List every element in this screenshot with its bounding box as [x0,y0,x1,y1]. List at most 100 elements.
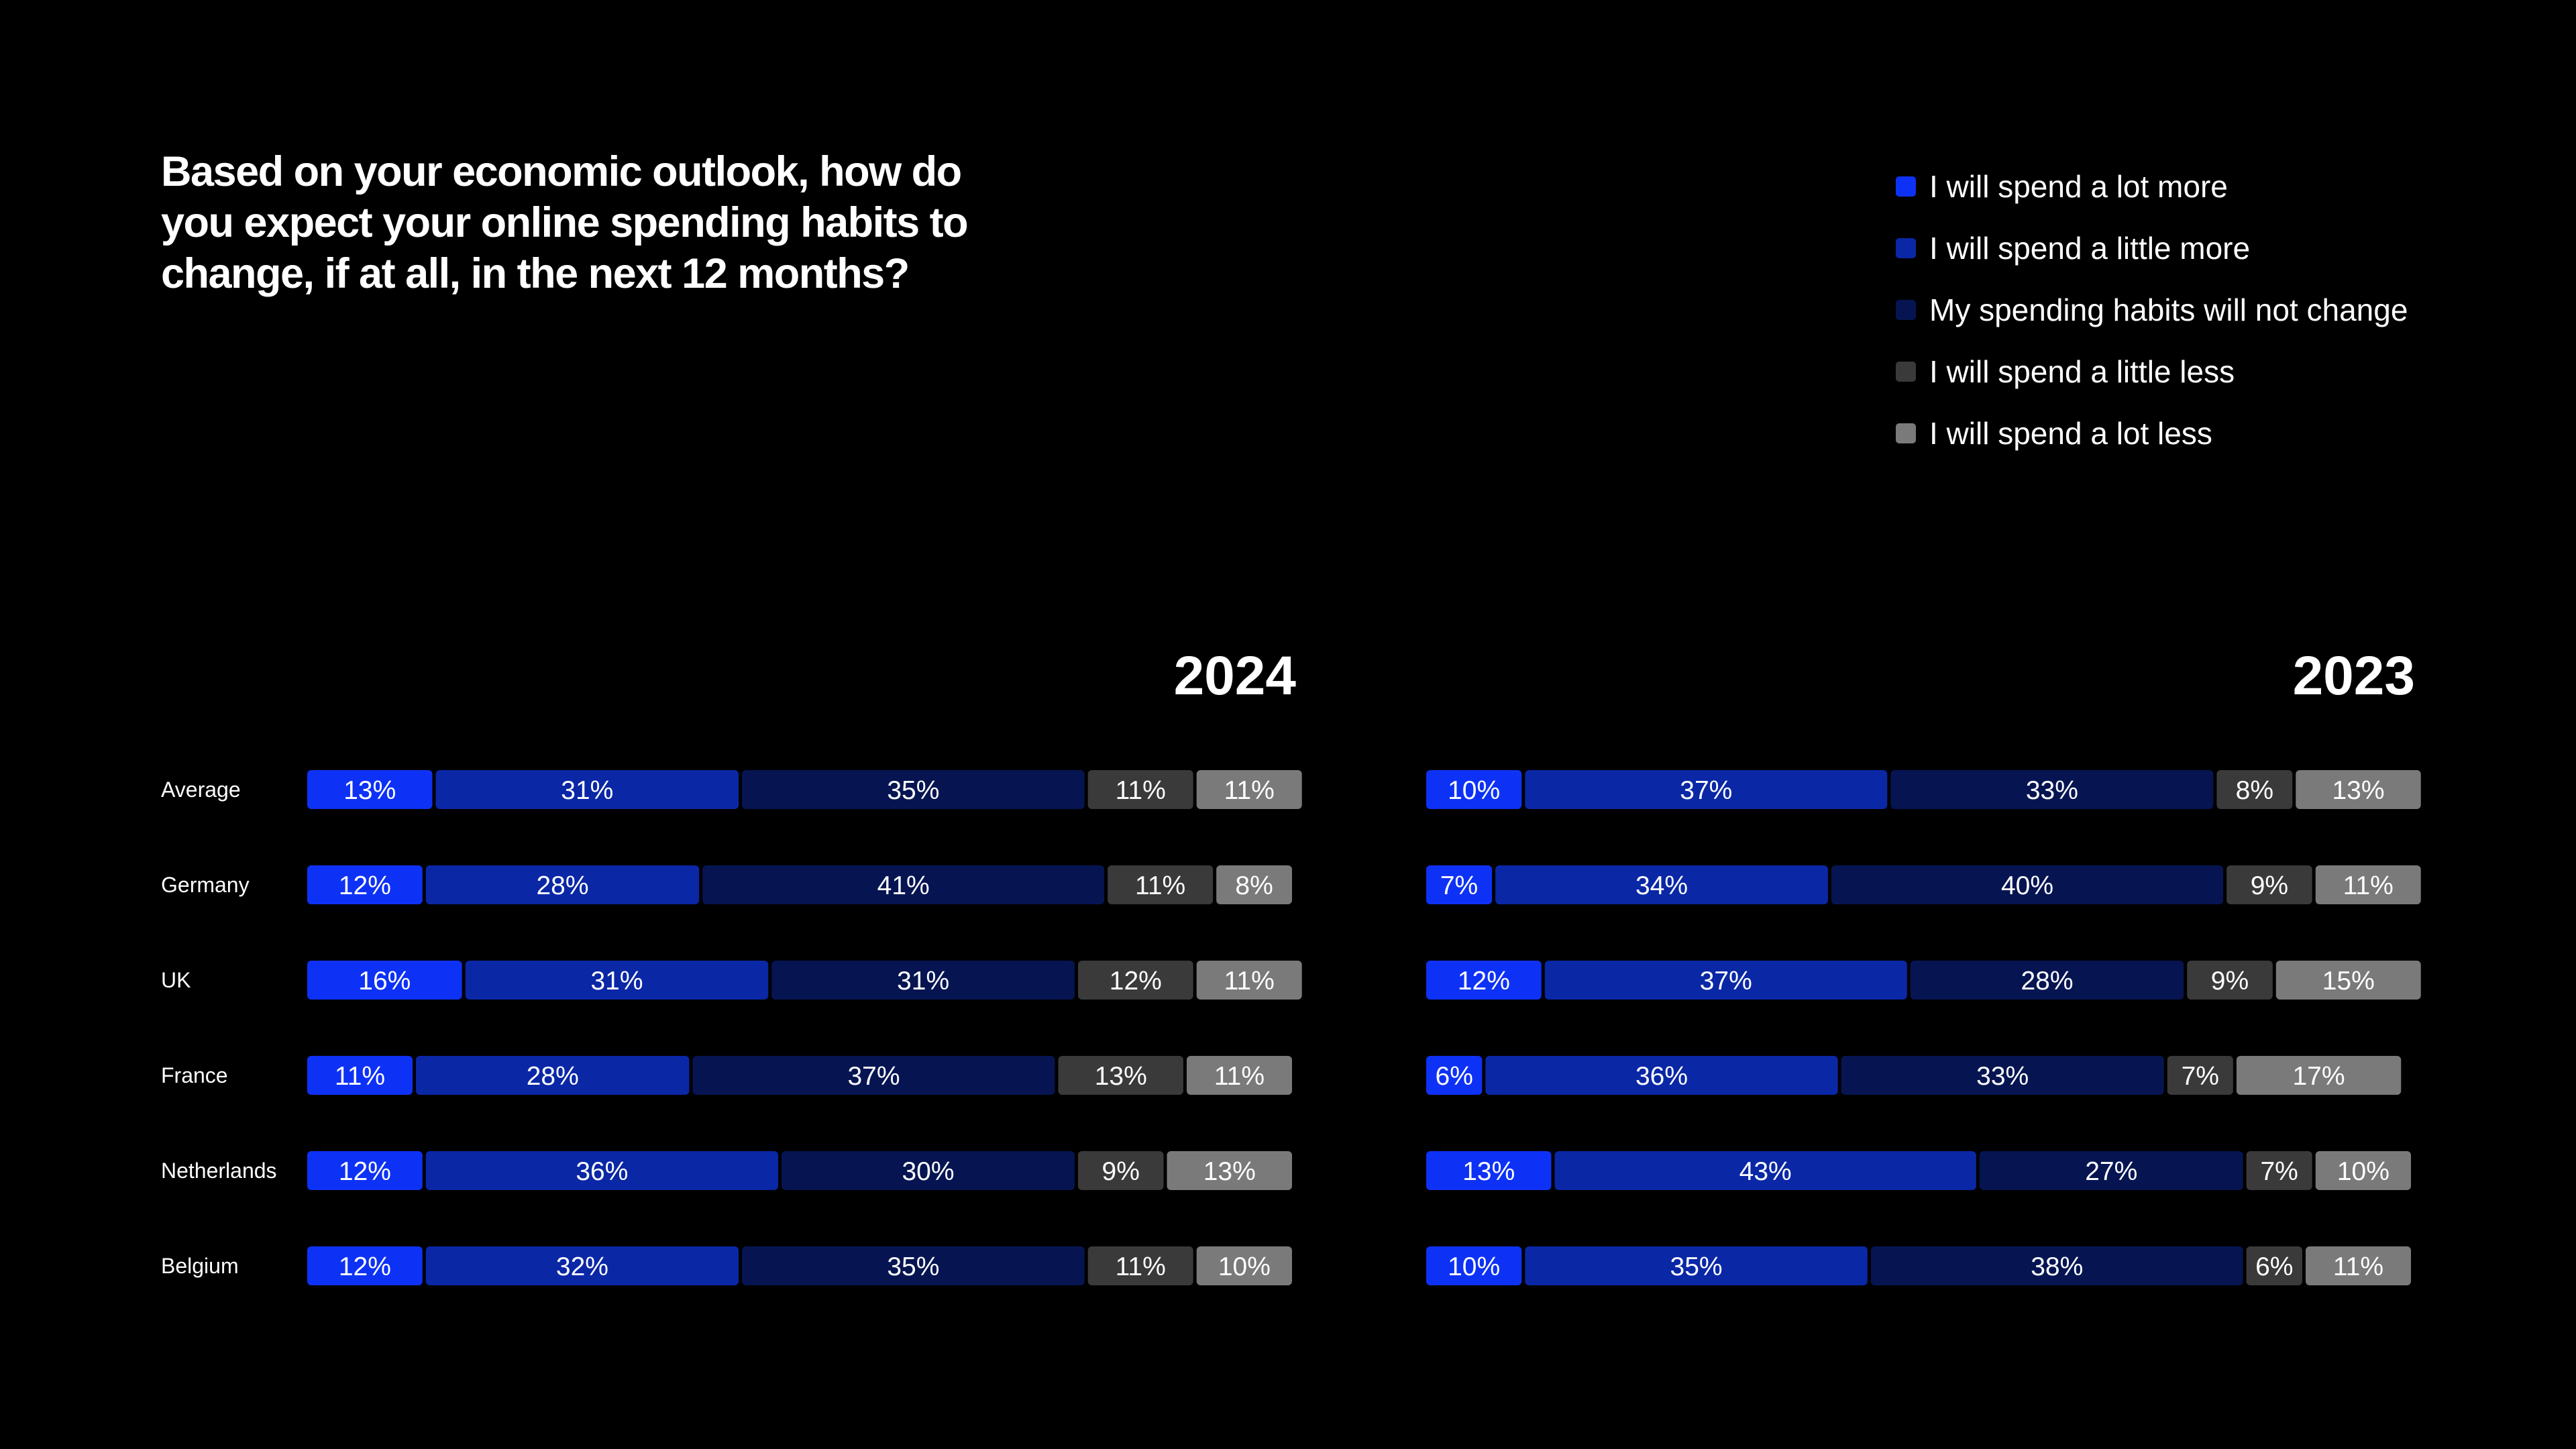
legend-item: I will spend a lot less [1896,402,2408,464]
legend-label: I will spend a lot less [1929,416,2212,451]
bar-segment [2296,770,2421,809]
bar-value-label: 10% [1448,776,1500,805]
bar-value-label: 41% [877,871,930,900]
bar-value-label: 37% [1700,967,1752,996]
bar-segment [1196,1246,1292,1285]
chart-question-title: Based on your economic outlook, how do y… [161,148,969,297]
bar-segment [1525,1246,1868,1285]
bar-segment [2236,1056,2402,1095]
bar-value-label: 40% [2001,871,2053,900]
bar-segment [2167,1056,2233,1095]
bar-segment [1196,770,1302,809]
category-label: France [161,1063,228,1087]
bar-value-label: 12% [339,1157,391,1186]
legend-swatch [1896,238,1916,258]
bar-segment [1890,770,2214,809]
legend-swatch [1896,423,1916,443]
bar-segment [1525,770,1888,809]
bar-value-label: 31% [897,967,949,996]
legend-item: I will spend a little more [1896,217,2408,279]
bar-value-label: 31% [590,967,643,996]
bar-segment [1216,865,1292,904]
bar-value-label: 9% [2251,871,2288,900]
bar-segment [1186,1056,1292,1095]
bar-value-label: 34% [1635,871,1688,900]
bar-value-label: 11% [1224,776,1275,805]
bar-value-label: 8% [1235,871,1273,900]
bar-value-label: 33% [1976,1062,2029,1091]
bar-value-label: 43% [1739,1157,1792,1186]
bar-segment [1108,865,1214,904]
legend-item: I will spend a little less [1896,341,2408,402]
bar-value-label: 7% [2260,1157,2298,1186]
bar-value-label: 7% [1440,871,1478,900]
bar-value-label: 30% [902,1157,954,1186]
bar-segment [1910,961,2184,1000]
bar-value-label: 12% [1110,967,1162,996]
bar-segment [1426,1151,1552,1190]
bar-segment [1870,1246,2243,1285]
category-label: Germany [161,873,250,897]
bar-value-label: 28% [536,871,588,900]
legend-swatch [1896,176,1916,197]
bar-segment [2216,770,2293,809]
bar-value-label: 10% [1448,1252,1500,1281]
bar-value-label: 11% [1214,1062,1265,1091]
bar-value-label: 6% [1436,1062,1473,1091]
bar-value-label: 12% [339,1252,391,1281]
legend-item: My spending habits will not change [1896,279,2408,341]
bar-value-label: 9% [2211,967,2249,996]
bar-value-label: 37% [1680,776,1732,805]
bar-segment [1426,865,1493,904]
bar-segment [1426,770,1522,809]
bar-value-label: 11% [1116,1252,1166,1281]
bar-value-label: 8% [2236,776,2273,805]
bar-segment [742,770,1085,809]
bar-segment [425,1246,739,1285]
bar-segment [1077,961,1193,1000]
chart-year-title: 2024 [1174,645,1297,706]
bar-segment [307,865,423,904]
category-label: UK [161,968,191,992]
bar-segment [1979,1151,2243,1190]
bar-value-label: 28% [2021,967,2073,996]
bar-segment [2315,1151,2411,1190]
bar-segment [465,961,769,1000]
bar-segment [425,1151,779,1190]
legend-swatch [1896,362,1916,382]
category-label: Average [161,777,241,802]
bar-value-label: 28% [527,1062,579,1091]
bar-value-label: 10% [2337,1157,2390,1186]
bar-segment [416,1056,690,1095]
bar-value-label: 13% [1462,1157,1515,1186]
bar-value-label: 33% [2026,776,2078,805]
legend-label: I will spend a little less [1929,354,2235,389]
bar-segment [1426,1056,1483,1095]
bar-segment [1087,770,1193,809]
bar-value-label: 13% [343,776,396,805]
bar-value-label: 11% [335,1062,385,1091]
bar-segment [1196,961,1302,1000]
bar-value-label: 36% [576,1157,628,1186]
chart-year-title: 2023 [2293,645,2415,706]
bar-value-label: 35% [887,776,939,805]
bar-value-label: 11% [1116,776,1166,805]
bar-segment [782,1151,1075,1190]
bar-value-label: 10% [1218,1252,1271,1281]
bar-value-label: 12% [339,871,391,900]
bar-segment [1831,865,2224,904]
bar-segment [692,1056,1055,1095]
bar-segment [1087,1246,1193,1285]
bar-value-label: 16% [358,967,411,996]
bar-segment [307,1056,413,1095]
bar-segment [1544,961,1907,1000]
bar-segment [1495,865,1828,904]
bar-segment [1426,1246,1522,1285]
bar-value-label: 17% [2293,1062,2345,1091]
bar-value-label: 11% [2333,1252,2383,1281]
bar-value-label: 36% [1635,1062,1688,1091]
bar-value-label: 35% [1670,1252,1723,1281]
bar-segment [2246,1151,2312,1190]
bar-segment [702,865,1105,904]
